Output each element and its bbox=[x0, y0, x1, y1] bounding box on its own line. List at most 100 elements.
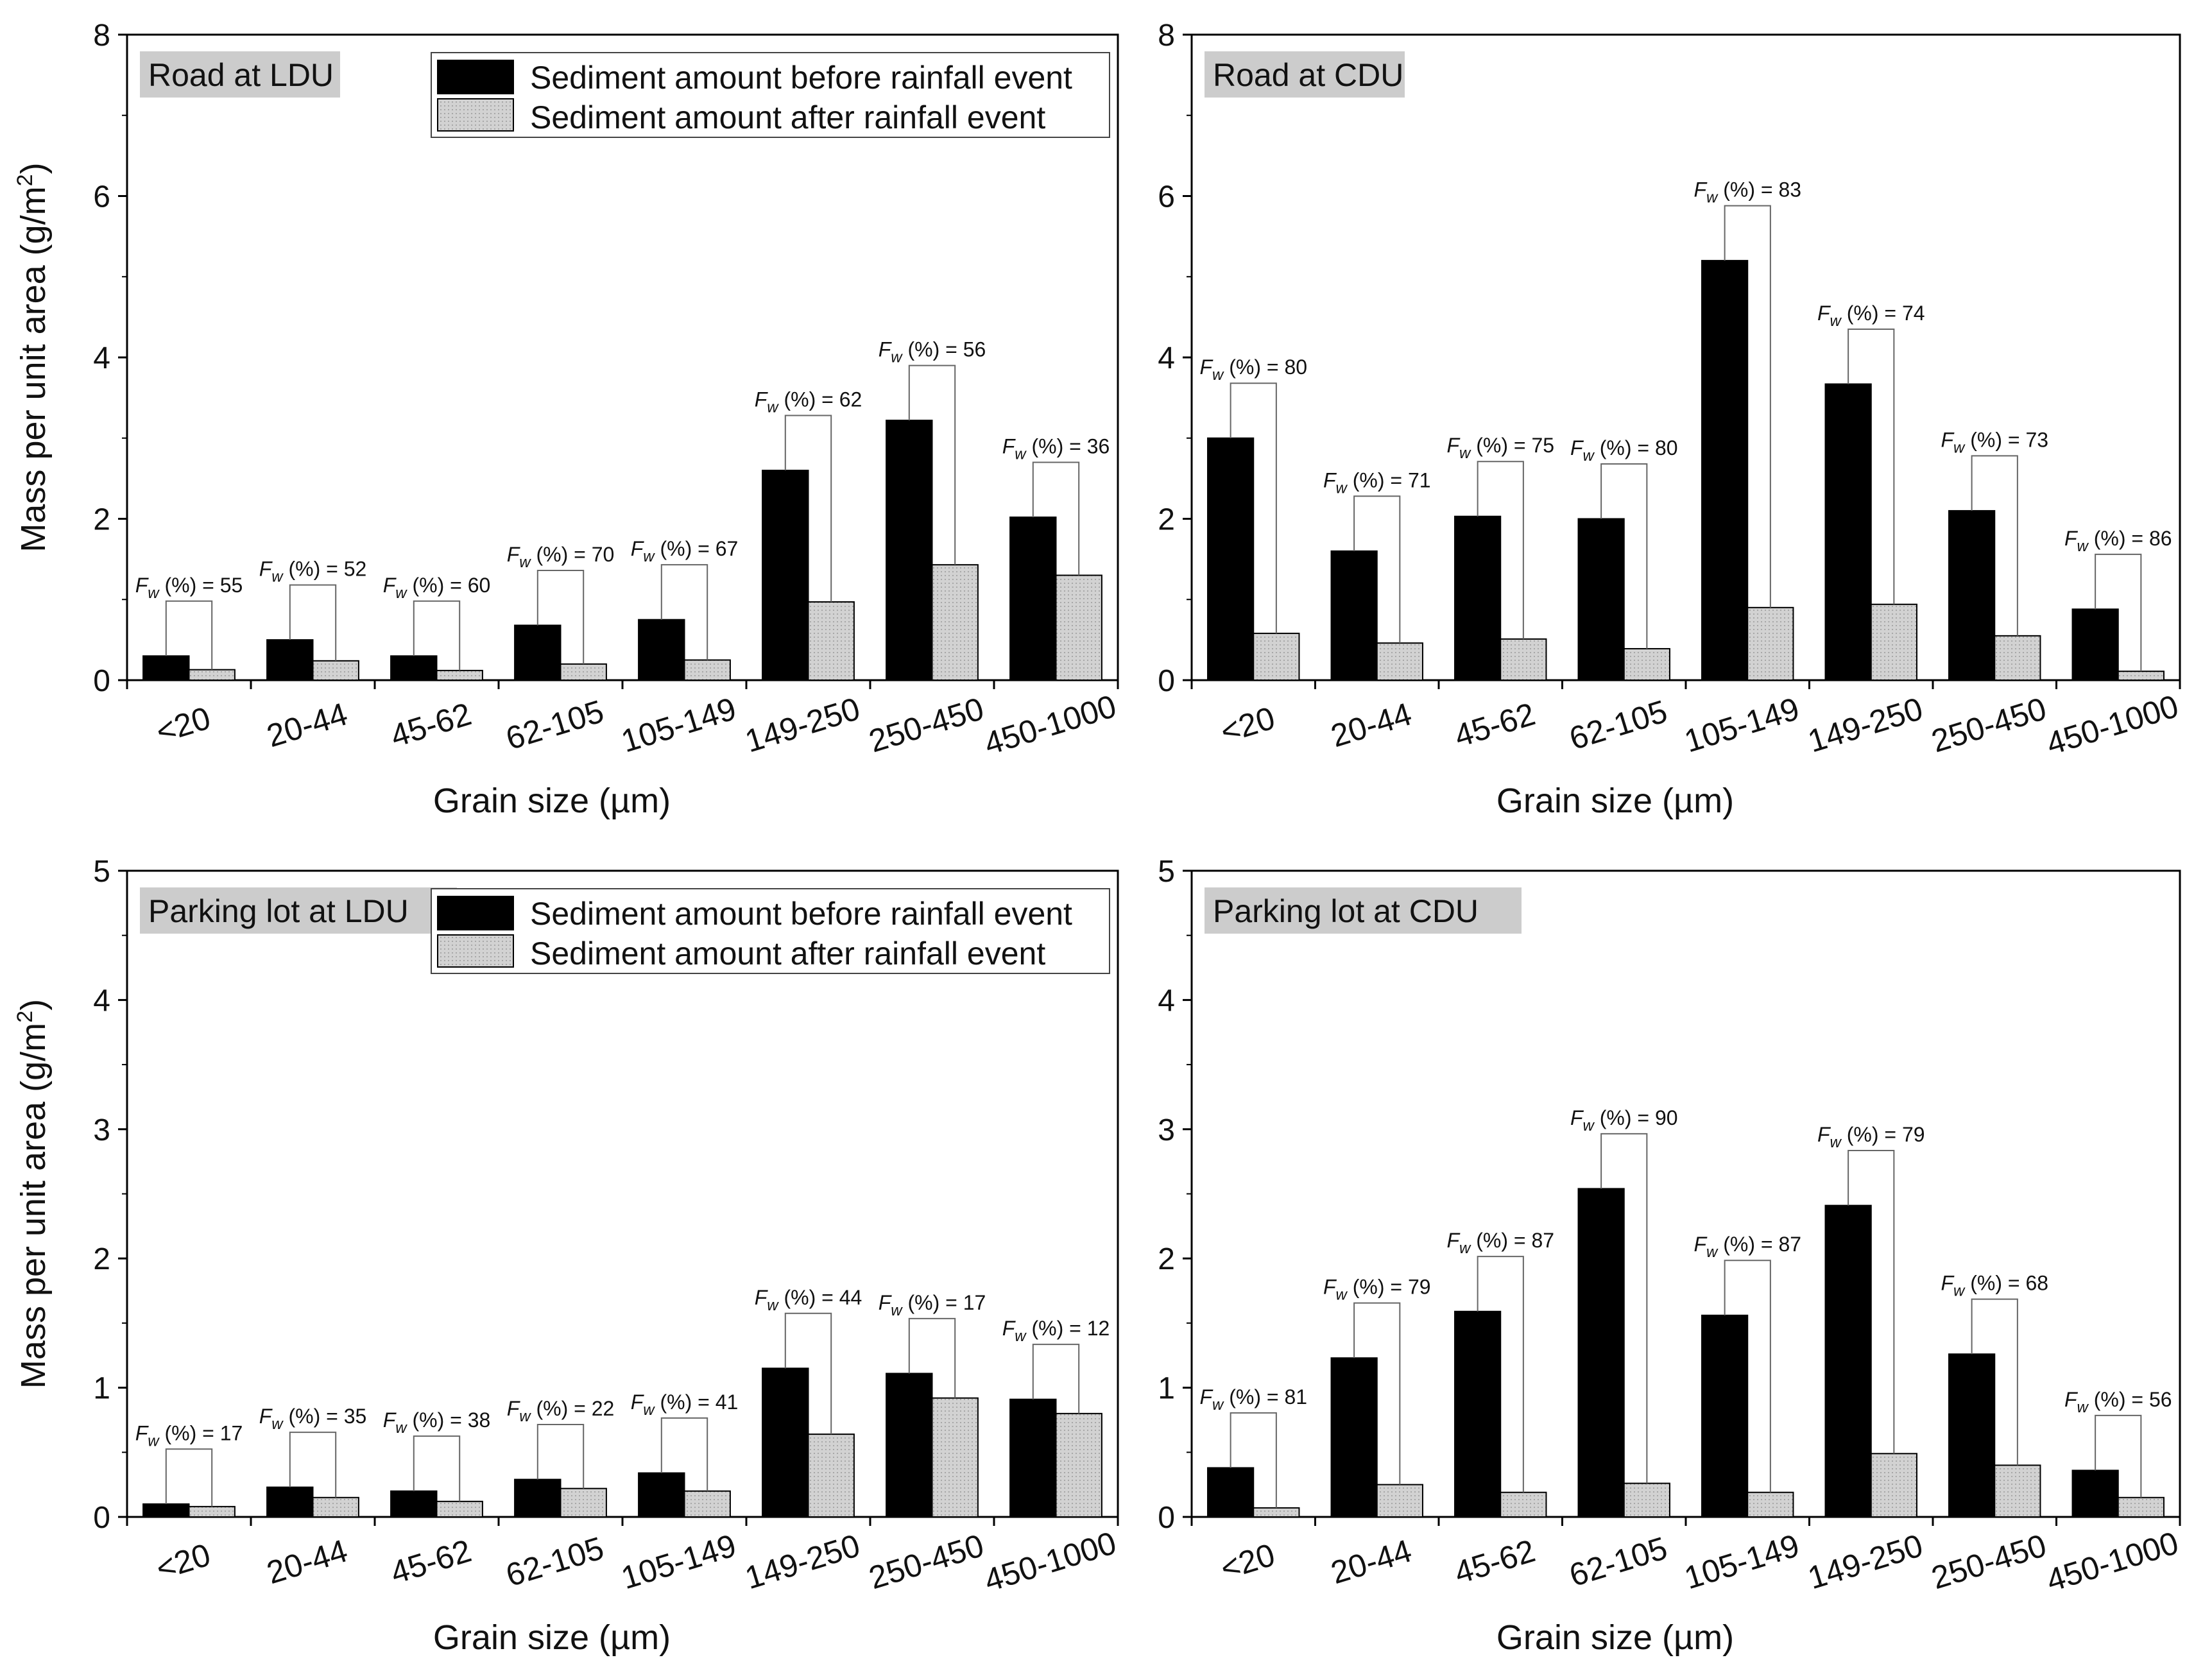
fw-label: Fw (%) = 79 bbox=[1323, 1276, 1431, 1304]
fw-symbol: F bbox=[259, 558, 273, 581]
fw-label: Fw (%) = 60 bbox=[383, 574, 491, 602]
y-tick-label: 2 bbox=[93, 503, 110, 537]
bar-after bbox=[1500, 1491, 1547, 1518]
fw-symbol: F bbox=[1693, 1233, 1708, 1256]
bar-after bbox=[312, 1496, 359, 1518]
fw-symbol: F bbox=[631, 537, 645, 560]
fw-value: (%) = 68 bbox=[1964, 1272, 2048, 1295]
fw-symbol: F bbox=[755, 1286, 769, 1309]
category-label: 450-1000 bbox=[980, 1525, 1120, 1598]
bar-after bbox=[931, 564, 979, 681]
fw-label: Fw (%) = 87 bbox=[1446, 1229, 1554, 1257]
fw-subscript: w bbox=[1953, 439, 1966, 456]
fw-value: (%) = 80 bbox=[1223, 355, 1307, 379]
fw-bracket bbox=[1971, 1298, 2018, 1466]
fw-symbol: F bbox=[1570, 1106, 1584, 1129]
category-label: 62-105 bbox=[502, 1530, 608, 1593]
bar-before bbox=[1009, 1398, 1057, 1518]
fw-symbol: F bbox=[879, 1291, 893, 1314]
fw-value: (%) = 75 bbox=[1470, 434, 1554, 457]
fw-subscript: w bbox=[643, 1401, 655, 1419]
fw-label: Fw (%) = 75 bbox=[1446, 434, 1554, 462]
chart-panel-4: 0 1 2 3 4 5 Fw (%) = 81 <20 Fw (%) = 79 20-44 Fw (… bbox=[1158, 855, 2182, 1657]
y-tick-label: 0 bbox=[93, 1501, 110, 1535]
fw-bracket bbox=[784, 1312, 832, 1435]
bar-before bbox=[638, 619, 685, 681]
fw-label: Fw (%) = 55 bbox=[135, 574, 243, 602]
fw-symbol: F bbox=[1941, 428, 1955, 451]
category-label: 105-149 bbox=[617, 690, 741, 759]
category-label: 450-1000 bbox=[2043, 688, 2182, 762]
bar-before bbox=[1207, 437, 1255, 681]
category-label: 250-450 bbox=[865, 690, 988, 759]
chart-panel-1: 0 2 4 6 8 Fw (%) = 55 <20 Fw (%) = 52 20-44 Fw (%… bbox=[13, 19, 1120, 820]
fw-value: (%) = 35 bbox=[283, 1405, 367, 1428]
bar-before bbox=[1207, 1467, 1255, 1518]
fw-subscript: w bbox=[767, 399, 779, 416]
bar-before bbox=[1577, 1188, 1625, 1518]
bar-after bbox=[1500, 638, 1547, 681]
category-label: <20 bbox=[1217, 700, 1279, 750]
bar-before bbox=[1948, 509, 1996, 681]
fw-label: Fw (%) = 62 bbox=[755, 388, 862, 416]
legend-swatch-before bbox=[437, 896, 514, 930]
fw-label: Fw (%) = 73 bbox=[1941, 428, 2048, 456]
chart-panel-2: 0 2 4 6 8 Fw (%) = 80 <20 Fw (%) = 71 20-44 Fw (%… bbox=[1158, 19, 2182, 820]
fw-label: Fw (%) = 56 bbox=[2064, 1388, 2172, 1416]
bar-before bbox=[514, 624, 562, 681]
bar-after bbox=[1870, 1453, 1917, 1518]
panel-title-box bbox=[1205, 887, 1522, 934]
bar-before bbox=[762, 470, 809, 681]
y-axis-title-sup: 2 bbox=[13, 174, 37, 186]
y-tick-label: 0 bbox=[93, 664, 110, 698]
fw-subscript: w bbox=[1212, 1396, 1224, 1414]
category-label: 149-250 bbox=[741, 1527, 864, 1596]
bar-after bbox=[1253, 1507, 1300, 1518]
bar-after bbox=[560, 1487, 607, 1518]
fw-symbol: F bbox=[507, 543, 521, 566]
fw-symbol: F bbox=[1817, 1123, 1831, 1146]
y-axis-title-end: ) bbox=[14, 162, 53, 174]
fw-label: Fw (%) = 80 bbox=[1570, 436, 1678, 465]
fw-label: Fw (%) = 35 bbox=[259, 1405, 367, 1433]
fw-label: Fw (%) = 56 bbox=[879, 338, 986, 366]
y-tick-label: 8 bbox=[1158, 19, 1175, 53]
fw-subscript: w bbox=[2077, 538, 2089, 555]
legend-label-after: Sediment amount after rainfall event bbox=[530, 936, 1045, 971]
fw-label: Fw (%) = 80 bbox=[1199, 355, 1307, 384]
y-tick-label: 0 bbox=[1158, 664, 1175, 698]
fw-symbol: F bbox=[1199, 1385, 1213, 1408]
legend-swatch-before bbox=[437, 60, 514, 94]
fw-label: Fw (%) = 12 bbox=[1002, 1317, 1110, 1345]
bar-before bbox=[266, 1486, 314, 1518]
y-tick-label: 5 bbox=[93, 855, 110, 889]
fw-bracket bbox=[289, 584, 337, 661]
fw-bracket bbox=[165, 1448, 213, 1507]
fw-value: (%) = 12 bbox=[1026, 1317, 1110, 1340]
panel-title: Road at LDU bbox=[148, 57, 334, 93]
bar-after bbox=[312, 660, 359, 681]
bar-after bbox=[436, 669, 483, 681]
fw-value: (%) = 81 bbox=[1223, 1385, 1307, 1408]
fw-bracket bbox=[1724, 1260, 1771, 1493]
y-tick-label: 2 bbox=[93, 1242, 110, 1276]
fw-subscript: w bbox=[891, 349, 903, 366]
fw-subscript: w bbox=[1212, 366, 1224, 384]
bar-after bbox=[560, 663, 607, 681]
fw-bracket bbox=[1230, 1412, 1277, 1508]
category-label: 250-450 bbox=[1927, 1527, 2050, 1596]
bar-before bbox=[886, 1373, 933, 1518]
bar-after bbox=[1376, 1484, 1423, 1518]
bar-before bbox=[142, 655, 190, 681]
fw-value: (%) = 86 bbox=[2088, 527, 2172, 550]
panel-title-box bbox=[140, 51, 340, 98]
fw-bracket bbox=[1353, 495, 1401, 644]
fw-value: (%) = 74 bbox=[1841, 302, 1925, 325]
y-tick-label: 0 bbox=[1158, 1501, 1175, 1535]
panel-title-box bbox=[1205, 51, 1405, 98]
panel-title: Road at CDU bbox=[1213, 57, 1403, 93]
bar-before bbox=[886, 420, 933, 681]
fw-bracket bbox=[1724, 205, 1771, 608]
legend-swatch-after bbox=[437, 934, 514, 968]
fw-subscript: w bbox=[1015, 1328, 1027, 1345]
